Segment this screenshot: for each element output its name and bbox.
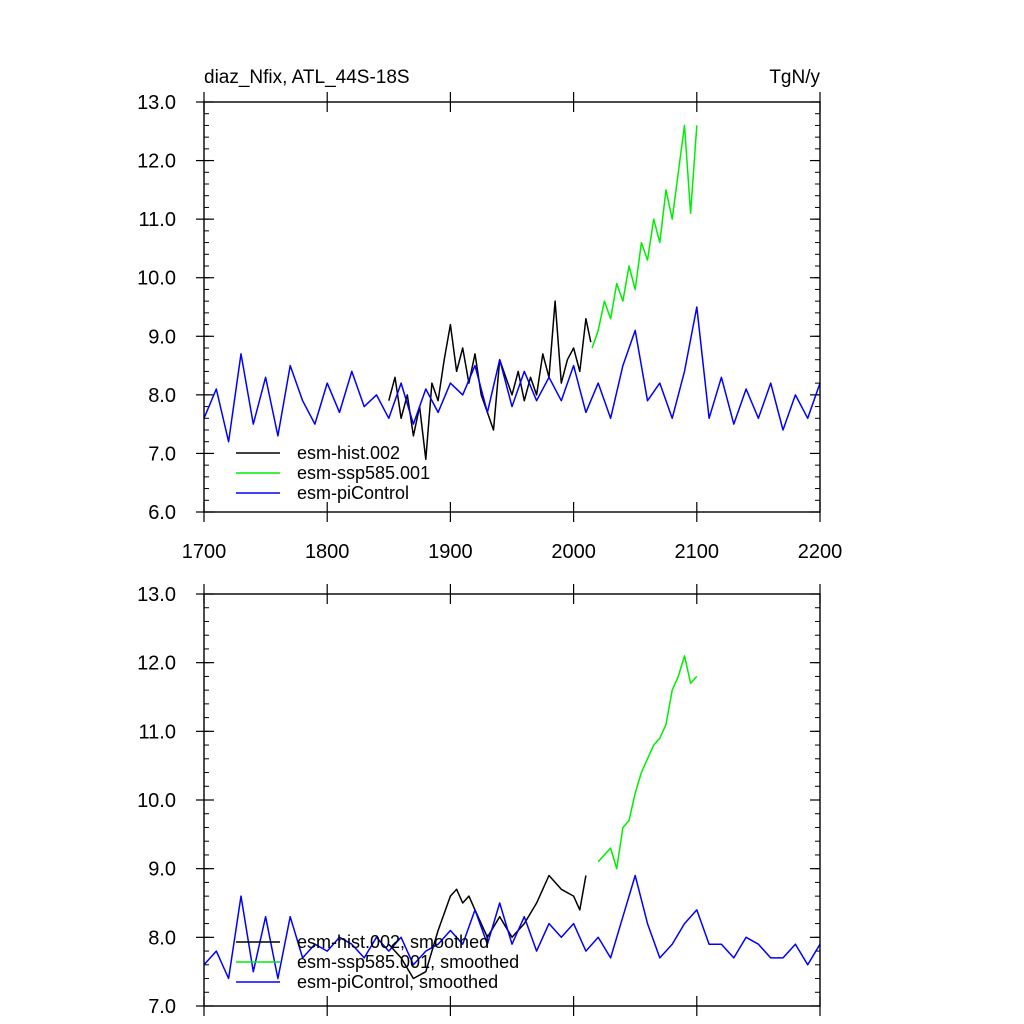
x-tick-label: 2000	[551, 541, 596, 563]
x-tick-label: 1700	[182, 541, 227, 563]
legend-label: esm-hist.002, smoothed	[297, 932, 489, 952]
y-tick-label: 8.0	[148, 385, 176, 407]
y-tick-label: 6.0	[148, 502, 176, 524]
y-tick-label: 12.0	[137, 653, 176, 675]
y-tick-label: 11.0	[139, 721, 176, 743]
series-line-esm-ssp585-001-smoothed	[597, 655, 698, 870]
legend-label: esm-piControl	[297, 483, 409, 503]
bottom-panel: 7.0 8.0 9.0 10.0 11.0 12.0 13.0 esm-hist.002, …	[137, 584, 821, 1018]
y-tick-label: 8.0	[148, 927, 176, 949]
chart-units: TgN/y	[769, 67, 820, 88]
y-tick-label: 9.0	[148, 859, 176, 881]
series-line-esm-picontrol-smoothed	[203, 874, 821, 980]
y-tick-label: 7.0	[148, 996, 176, 1018]
series-line-esm-hist-002	[388, 300, 592, 461]
legend-label: esm-piControl, smoothed	[297, 972, 498, 992]
legend-label: esm-ssp585.001	[297, 463, 430, 483]
x-tick-label: 2100	[675, 541, 720, 563]
y-tick-label: 10.0	[137, 790, 176, 812]
y-tick-label: 13.0	[137, 584, 176, 606]
series-line-esm-ssp585-001	[591, 124, 698, 349]
x-tick-label: 2200	[798, 541, 843, 563]
legend-label: esm-hist.002	[297, 443, 400, 463]
y-tick-label: 7.0	[148, 443, 176, 465]
y-tick-label: 12.0	[137, 151, 176, 173]
series-line-esm-picontrol	[203, 306, 821, 443]
top-panel: diaz_Nfix, ATL_44S-18S TgN/y 6.0 7.0 8.0 9.…	[137, 67, 842, 563]
y-tick-label: 11.0	[139, 209, 176, 231]
chart-title: diaz_Nfix, ATL_44S-18S	[204, 67, 410, 88]
y-tick-label: 9.0	[148, 326, 176, 348]
x-tick-label: 1800	[305, 541, 350, 563]
y-tick-label: 10.0	[137, 268, 176, 290]
top-panel-series	[203, 124, 821, 461]
series-line-esm-hist-002-smoothed	[388, 874, 587, 980]
legend-label: esm-ssp585.001, smoothed	[297, 952, 519, 972]
x-tick-label: 1900	[428, 541, 473, 563]
top-plot-frame	[203, 101, 821, 513]
y-tick-label: 13.0	[137, 92, 176, 114]
bottom-plot-frame	[203, 593, 821, 1007]
bottom-panel-series	[203, 655, 821, 980]
top-panel-ticks: 6.0 7.0 8.0 9.0 10.0 11.0 12.0 13.0 1700 1800 1900…	[137, 92, 842, 563]
